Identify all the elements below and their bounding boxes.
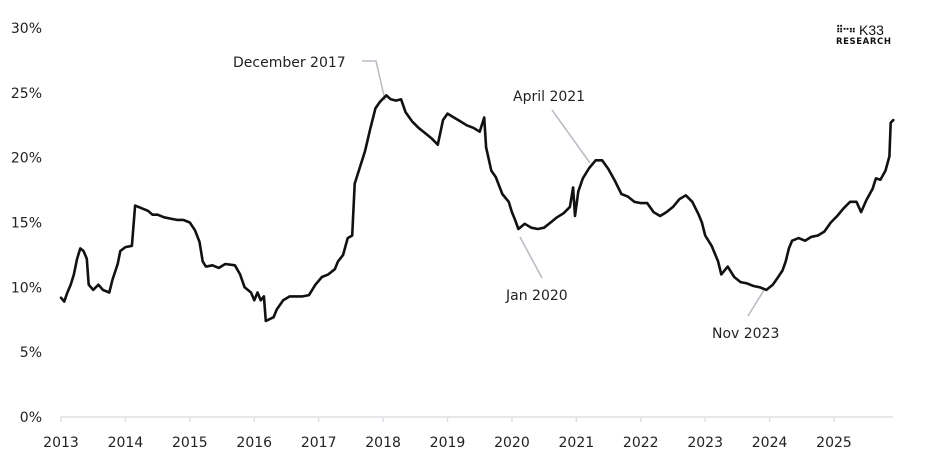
y-tick-label: 25%: [11, 86, 42, 102]
annotation-leader-line: [747, 289, 765, 317]
x-tick-label: 2023: [687, 435, 723, 451]
annotation-label: April 2021: [513, 89, 585, 105]
x-axis: 2013 2014 2015 2016 2017 2018 2019 2020 2021 2022…: [43, 416, 893, 451]
annotation-leaders: [362, 60, 765, 317]
x-tick-label: 2021: [559, 435, 595, 451]
x-tick-label: 2015: [172, 435, 208, 451]
x-tick-label: 2025: [816, 435, 852, 451]
annotation-label: Jan 2020: [505, 288, 568, 304]
x-tick-label: 2018: [365, 435, 401, 451]
annotation-leader-line: [362, 60, 386, 101]
y-tick-label: 20%: [11, 151, 42, 167]
annotation-labels: December 2017 April 2021 Jan 2020 Nov 2023: [233, 55, 779, 342]
x-tick-label: 2020: [494, 435, 530, 451]
x-tick-label: 2017: [301, 435, 337, 451]
logo-subtitle: RESEARCH: [836, 37, 892, 47]
x-tick-label: 2013: [43, 435, 79, 451]
annotation-label: Nov 2023: [712, 326, 779, 342]
x-tick-label: 2014: [108, 435, 144, 451]
x-tick-label: 2016: [236, 435, 272, 451]
y-tick-label: 10%: [11, 280, 42, 296]
y-tick-label: 30%: [11, 21, 42, 37]
y-tick-label: 15%: [11, 216, 42, 232]
k33-research-logo: ⠿⠒⠶ K33 RESEARCH: [836, 22, 892, 47]
annotation-leader-line: [519, 236, 543, 279]
y-tick-label: 0%: [20, 410, 42, 426]
logo-mark-icon: ⠿⠒⠶: [836, 24, 856, 36]
logo-name: K33: [858, 22, 884, 38]
y-axis: 0% 5% 10% 15% 20% 25% 30%: [11, 21, 42, 426]
annotation-leader-line: [551, 109, 591, 164]
x-tick-label: 2024: [752, 435, 788, 451]
annotation-label: December 2017: [233, 55, 346, 71]
y-tick-label: 5%: [20, 345, 42, 361]
x-tick-label: 2022: [623, 435, 659, 451]
series-line: [59, 94, 895, 323]
x-tick-label: 2019: [430, 435, 466, 451]
